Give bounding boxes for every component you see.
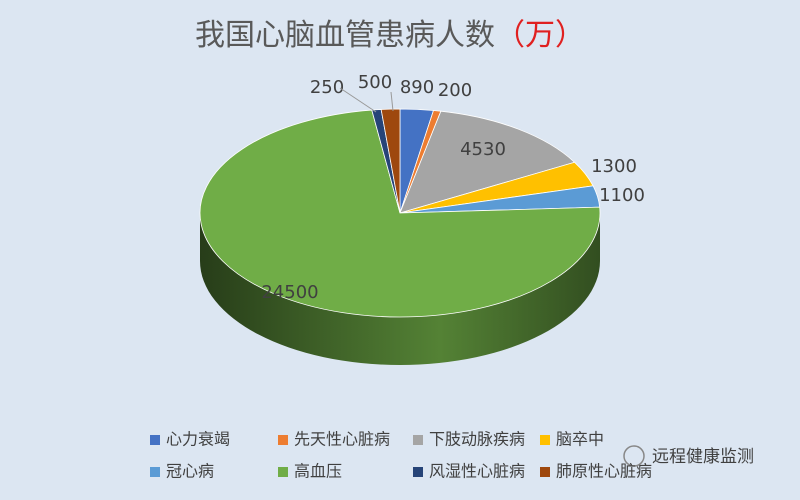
watermark: 远程健康监测	[623, 445, 754, 467]
legend-swatch	[540, 435, 550, 445]
slice	[380, 108, 401, 214]
legend-label: 高血压	[294, 462, 342, 481]
data-label: 250	[310, 77, 344, 98]
leader-line	[339, 87, 377, 113]
watermark-text: 远程健康监测	[652, 447, 754, 467]
legend-swatch	[150, 467, 160, 477]
data-label: 500	[358, 72, 392, 93]
slice-side	[200, 213, 600, 365]
legend-swatch	[413, 467, 423, 477]
data-label: 1100	[599, 185, 645, 206]
data-label: 890	[400, 77, 434, 98]
chart-title: 我国心脑血管患病人数（万）	[195, 18, 585, 53]
legend-swatch	[540, 467, 550, 477]
legend-label: 冠心病	[166, 462, 214, 481]
slice	[199, 109, 601, 318]
slice	[399, 110, 576, 214]
data-label: 4530	[460, 139, 506, 160]
title-text: 我国心脑血管患病人数	[195, 18, 495, 53]
legend-label: 先天性心脏病	[294, 430, 390, 449]
legend-swatch	[278, 467, 288, 477]
legend-label: 风湿性心脏病	[429, 462, 525, 481]
legend-label: 下肢动脉疾病	[429, 430, 525, 449]
watermark-icon	[623, 445, 645, 467]
data-label: 200	[438, 80, 472, 101]
legend-swatch	[278, 435, 288, 445]
legend-label: 肺原性心脏病	[556, 462, 652, 481]
legend-label: 心力衰竭	[166, 430, 230, 449]
legend-swatch	[413, 435, 423, 445]
legend-label: 脑卒中	[556, 430, 604, 449]
data-label: 1300	[591, 156, 637, 177]
leader-line	[390, 91, 394, 112]
legend-swatch	[150, 435, 160, 445]
title-unit: （万）	[495, 18, 585, 53]
data-label: 24500	[261, 282, 318, 303]
